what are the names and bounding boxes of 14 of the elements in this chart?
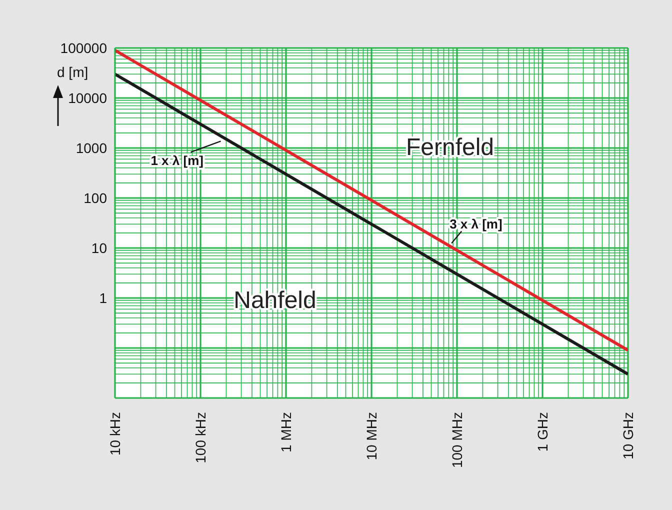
y-tick-label: 10000 <box>68 90 108 106</box>
y-tick-label: 1 <box>99 290 108 306</box>
y-tick-label: 100000 <box>60 40 108 56</box>
x-tick-label: 10 kHz <box>107 412 123 456</box>
x-tick-label: 10 GHz <box>620 412 636 460</box>
x-tick-label: 1 GHz <box>534 412 550 452</box>
x-tick-label: 10 MHz <box>364 412 380 460</box>
x-tick-label: 1 MHz <box>278 412 294 452</box>
x-tick-label: 100 MHz <box>449 412 465 468</box>
y-axis-title: d [m] <box>57 64 88 80</box>
x-tick-label: 100 kHz <box>192 412 208 464</box>
y-tick-label: 10 <box>91 240 108 256</box>
y-tick-label: 1000 <box>76 140 108 156</box>
y-tick-label: 100 <box>84 190 108 206</box>
